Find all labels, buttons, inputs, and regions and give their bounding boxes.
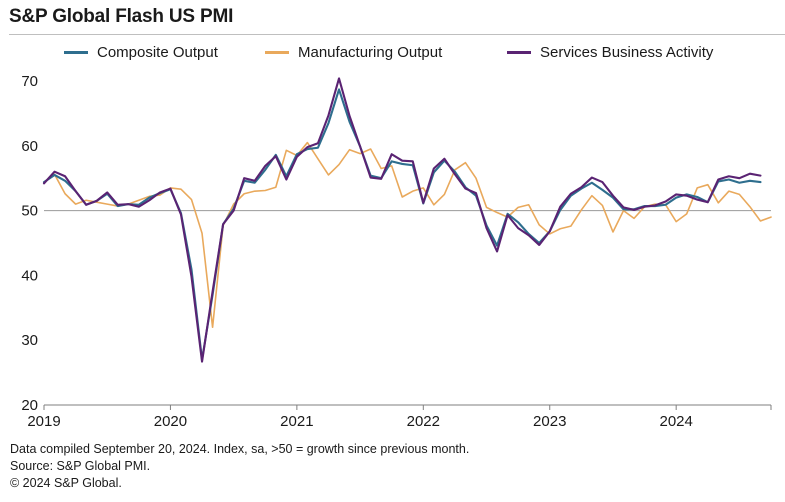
legend-item-manufacturing: Manufacturing Output [265, 44, 442, 61]
legend-label-manufacturing: Manufacturing Output [298, 44, 443, 61]
series-line-services-business-activity [42, 77, 762, 363]
y-tick-label: 70 [21, 73, 38, 90]
y-tick-label: 60 [21, 138, 38, 155]
y-tick-label: 40 [21, 267, 38, 284]
y-tick-label: 50 [21, 203, 38, 220]
chart-title: S&P Global Flash US PMI [9, 6, 234, 27]
x-tick-label: 2023 [533, 413, 566, 430]
legend-swatch-composite [64, 51, 88, 54]
legend-item-services: Services Business Activity [507, 44, 713, 61]
x-tick-label: 2024 [659, 413, 692, 430]
legend-item-composite: Composite Output [64, 44, 218, 61]
legend-label-composite: Composite Output [97, 44, 218, 61]
series-line-manufacturing-output [43, 141, 772, 329]
x-tick-label: 2019 [27, 413, 60, 430]
chart-legend: Composite Output Manufacturing Output Se… [0, 44, 785, 66]
footnote-data-compiled: Data compiled September 20, 2024. Index,… [10, 442, 470, 456]
footnote-source: Source: S&P Global PMI. [10, 459, 151, 473]
legend-swatch-services [507, 51, 531, 54]
y-tick-label: 20 [21, 397, 38, 414]
footnotes: Data compiled September 20, 2024. Index,… [10, 441, 469, 492]
legend-label-services: Services Business Activity [540, 44, 714, 61]
y-tick-label: 30 [21, 332, 38, 349]
legend-swatch-manufacturing [265, 51, 289, 54]
x-tick-label: 2020 [154, 413, 187, 430]
title-divider [9, 34, 785, 35]
x-tick-label: 2022 [407, 413, 440, 430]
footnote-copyright: © 2024 S&P Global. [10, 476, 122, 490]
x-tick-label: 2021 [280, 413, 313, 430]
series-line-composite-output [42, 88, 762, 361]
